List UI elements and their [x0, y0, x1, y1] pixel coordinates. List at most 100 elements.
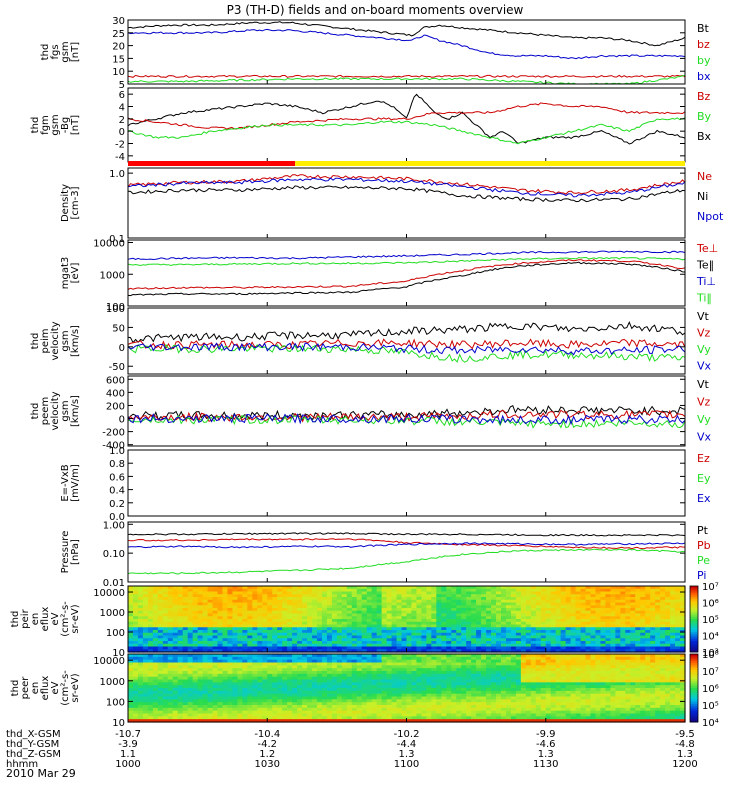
heat-cell	[267, 665, 273, 669]
heat-cell	[525, 702, 532, 706]
heat-cell	[187, 665, 194, 669]
heat-cell	[371, 671, 378, 675]
heat-cell	[152, 656, 159, 661]
heat-cell	[456, 662, 462, 666]
heat-cell	[336, 643, 343, 648]
heat-cell	[466, 643, 472, 648]
heat-cell	[247, 605, 253, 609]
heat-cell	[207, 668, 214, 672]
heat-cell	[292, 707, 298, 712]
heat-cell	[237, 705, 243, 709]
heat-cell	[545, 597, 552, 601]
heat-cell	[232, 716, 239, 720]
heat-cell	[520, 693, 527, 698]
heat-cell	[202, 710, 209, 715]
heat-cell	[476, 710, 482, 715]
heat-cell	[481, 605, 487, 609]
heat-cell	[247, 616, 253, 620]
heat-cell	[476, 599, 482, 604]
heat-cell	[550, 632, 557, 637]
heat-cell	[356, 716, 363, 720]
heat-cell	[316, 602, 323, 606]
heat-cell	[252, 710, 258, 715]
heat-cell	[486, 643, 492, 648]
heat-cell	[152, 591, 159, 595]
heat-cell	[192, 662, 199, 666]
heat-cell	[461, 668, 467, 672]
heat-cell	[466, 710, 472, 715]
heat-cell	[530, 599, 537, 604]
heat-cell	[396, 613, 403, 617]
heat-cell	[157, 699, 164, 703]
heat-cell	[675, 646, 681, 650]
heat-cell	[471, 643, 477, 648]
heat-cell	[336, 676, 343, 681]
heat-cell	[665, 641, 671, 645]
heat-cell	[525, 673, 532, 678]
heat-cell	[217, 588, 224, 593]
legend-bx: bx	[697, 70, 711, 83]
heat-cell	[446, 656, 452, 661]
heat-cell	[128, 719, 134, 723]
heat-cell	[132, 693, 139, 698]
heat-cell	[655, 635, 661, 639]
heat-cell	[476, 641, 482, 645]
heat-cell	[496, 705, 502, 709]
heat-cell	[307, 654, 313, 658]
heat-cell	[396, 649, 403, 653]
heat-cell	[326, 591, 333, 595]
heat-cell	[560, 613, 567, 617]
heat-cell	[456, 682, 462, 686]
heat-cell	[406, 690, 413, 695]
heat-cell	[451, 685, 457, 689]
heat-cell	[182, 716, 189, 720]
heat-cell	[361, 586, 368, 590]
heat-cell	[197, 668, 204, 672]
heat-cell	[242, 710, 248, 715]
heat-cell	[312, 710, 318, 715]
heat-cell	[540, 599, 547, 604]
heat-cell	[247, 682, 253, 686]
heat-cell	[227, 638, 234, 642]
heat-cell	[630, 646, 636, 650]
heat-cell	[610, 591, 616, 595]
heat-cell	[660, 632, 666, 637]
heat-cell	[396, 682, 403, 686]
heat-cell	[491, 668, 497, 672]
heat-cell	[510, 659, 517, 664]
heat-cell	[481, 586, 487, 590]
heat-cell	[675, 599, 681, 604]
heat-cell	[486, 594, 492, 598]
heat-cell	[207, 641, 214, 645]
heat-cell	[441, 682, 447, 686]
heat-cell	[341, 716, 348, 720]
heat-cell	[406, 668, 413, 672]
heat-cell	[381, 676, 388, 681]
heat-cell	[595, 627, 602, 631]
heat-cell	[371, 616, 378, 620]
heat-cell	[560, 616, 567, 620]
heat-cell	[371, 654, 378, 658]
heat-cell	[466, 605, 472, 609]
heat-cell	[555, 646, 562, 650]
heat-cell	[520, 610, 527, 615]
heat-cell	[471, 710, 477, 715]
heat-cell	[321, 710, 328, 715]
heat-cell	[670, 610, 676, 615]
heat-cell	[515, 713, 522, 717]
heat-cell	[436, 643, 442, 648]
heat-cell	[640, 594, 646, 598]
heat-cell	[660, 591, 666, 595]
heat-cell	[386, 591, 393, 595]
heat-cell	[277, 619, 283, 623]
heat-cell	[376, 630, 383, 634]
heat-cell	[491, 613, 497, 617]
ytick-label: 100	[106, 302, 125, 313]
heat-cell	[456, 624, 462, 628]
heat-cell	[510, 588, 517, 593]
heat-cell	[142, 649, 149, 653]
heat-cell	[162, 688, 169, 692]
heat-cell	[137, 605, 144, 609]
heat-cell	[287, 624, 293, 628]
heat-cell	[431, 624, 437, 628]
